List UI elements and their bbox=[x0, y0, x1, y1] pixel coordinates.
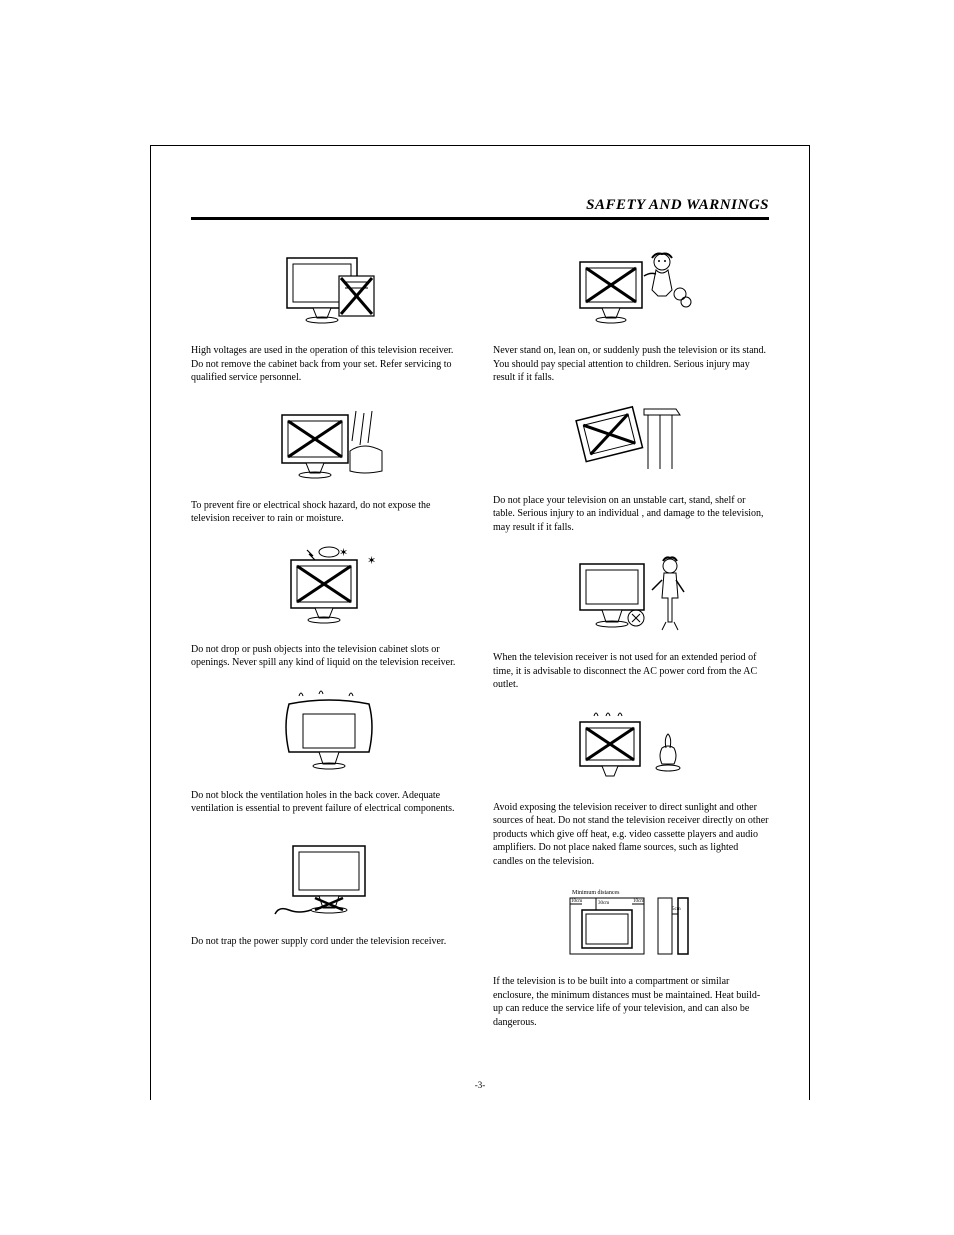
tv-cord-trap-icon bbox=[191, 832, 467, 927]
warning-item: Minimum distances 10cm 30cm 10cm 5c bbox=[493, 884, 769, 1029]
warning-item: To prevent fire or electrical shock haza… bbox=[191, 401, 467, 526]
warning-item: Never stand on, lean on, or suddenly pus… bbox=[493, 246, 769, 385]
warning-caption: Do not place your television on an unsta… bbox=[493, 494, 769, 535]
page-frame: SAFETY AND WARNINGS bbox=[150, 145, 810, 1100]
tv-no-moisture-icon bbox=[191, 401, 467, 491]
tv-clearance-icon: Minimum distances 10cm 30cm 10cm 5c bbox=[493, 884, 769, 967]
tv-ventilation-icon bbox=[191, 686, 467, 781]
svg-text:✶: ✶ bbox=[339, 547, 348, 559]
warning-caption: High voltages are used in the operation … bbox=[191, 344, 467, 385]
header-rule: SAFETY AND WARNINGS bbox=[191, 196, 769, 220]
svg-text:5cm: 5cm bbox=[672, 907, 681, 912]
page-number: -3- bbox=[151, 1080, 809, 1090]
svg-text:30cm: 30cm bbox=[598, 901, 609, 906]
warning-caption: Do not trap the power supply cord under … bbox=[191, 935, 467, 949]
left-column: High voltages are used in the operation … bbox=[191, 246, 467, 1045]
warning-caption: To prevent fire or electrical shock haza… bbox=[191, 499, 467, 526]
warning-caption: If the television is to be built into a … bbox=[493, 975, 769, 1029]
svg-text:10cm: 10cm bbox=[571, 899, 582, 904]
tv-unplug-icon bbox=[493, 550, 769, 643]
warning-caption: Do not block the ventilation holes in th… bbox=[191, 789, 467, 816]
tv-no-lean-icon bbox=[493, 246, 769, 336]
svg-text:10cm: 10cm bbox=[633, 899, 644, 904]
content-columns: High voltages are used in the operation … bbox=[191, 246, 769, 1045]
page-header-title: SAFETY AND WARNINGS bbox=[586, 197, 769, 213]
tv-high-voltage-icon bbox=[191, 246, 467, 336]
warning-caption: Never stand on, lean on, or suddenly pus… bbox=[493, 344, 769, 385]
right-column: Never stand on, lean on, or suddenly pus… bbox=[493, 246, 769, 1045]
warning-item: High voltages are used in the operation … bbox=[191, 246, 467, 385]
clearance-label: Minimum distances bbox=[572, 890, 620, 896]
warning-item: Do not block the ventilation holes in th… bbox=[191, 686, 467, 816]
warning-item: ✶ ✶ Do not drop or push objects into the… bbox=[191, 542, 467, 670]
tv-no-objects-icon: ✶ ✶ bbox=[191, 542, 467, 635]
warning-item: When the television receiver is not used… bbox=[493, 550, 769, 692]
warning-item: Do not place your television on an unsta… bbox=[493, 401, 769, 535]
warning-caption: Do not drop or push objects into the tel… bbox=[191, 643, 467, 670]
warning-caption: When the television receiver is not used… bbox=[493, 651, 769, 692]
tv-unstable-icon bbox=[493, 401, 769, 486]
tv-no-heat-icon bbox=[493, 708, 769, 793]
warning-item: Do not trap the power supply cord under … bbox=[191, 832, 467, 949]
warning-caption: Avoid exposing the television receiver t… bbox=[493, 801, 769, 869]
warning-item: Avoid exposing the television receiver t… bbox=[493, 708, 769, 869]
svg-text:✶: ✶ bbox=[367, 555, 376, 567]
